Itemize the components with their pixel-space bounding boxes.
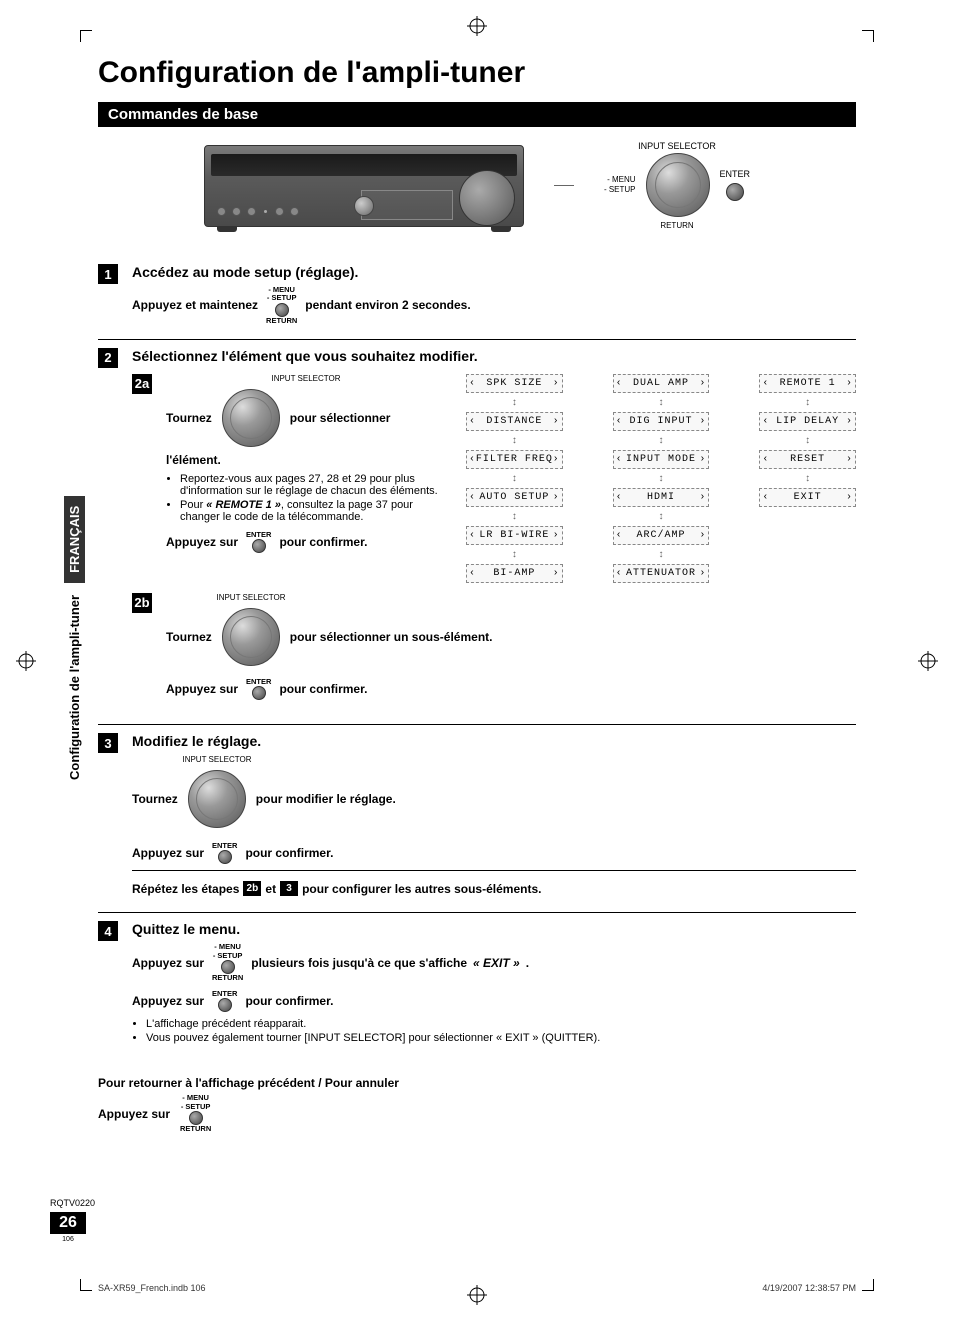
page-title: Configuration de l'ampli-tuner xyxy=(98,56,856,90)
input-selector-label: INPUT SELECTOR xyxy=(216,593,286,602)
setup-button-icon: - MENU- SETUP RETURN xyxy=(180,1094,211,1133)
text: pour confirmer. xyxy=(279,535,367,549)
return-label: RETURN xyxy=(660,221,693,230)
crop-mark xyxy=(80,1279,92,1291)
knob-icon xyxy=(188,770,246,828)
text: pendant environ 2 secondes. xyxy=(305,298,470,312)
hero-diagram: INPUT SELECTOR - MENU - SETUP ENTER RETU… xyxy=(98,141,856,230)
step-number: 2a xyxy=(132,374,152,394)
text: Tournez xyxy=(132,792,178,806)
step-number: 1 xyxy=(98,264,118,284)
input-selector-label: INPUT SELECTOR xyxy=(166,374,446,383)
text: pour confirmer. xyxy=(245,846,333,860)
menu-setup-label: - MENU - SETUP xyxy=(604,175,636,194)
enter-button-icon: ENTER xyxy=(212,990,237,1012)
setup-button-icon: - MENU - SETUP RETURN xyxy=(266,286,297,325)
enter-label: ENTER xyxy=(720,169,751,179)
text: Appuyez sur xyxy=(132,956,204,970)
side-section: Configuration de l'ampli-tuner xyxy=(67,595,82,780)
timestamp: 4/19/2007 12:38:57 PM xyxy=(762,1283,856,1293)
enter-button-icon xyxy=(726,183,744,201)
enter-button-icon: ENTER xyxy=(246,678,271,700)
step-number: 4 xyxy=(98,921,118,941)
text: . xyxy=(526,956,529,970)
knob-icon xyxy=(222,608,280,666)
text: Tournez xyxy=(166,630,212,644)
section-header: Commandes de base xyxy=(98,102,856,127)
text: Appuyez sur xyxy=(166,535,238,549)
page-number: 26 xyxy=(50,1212,86,1234)
step-3: 3 Modifiez le réglage. INPUT SELECTOR To… xyxy=(98,724,856,912)
page-footer: RQTV0220 26 106 xyxy=(50,1198,95,1243)
step-number: 2b xyxy=(132,593,152,613)
text: pour confirmer. xyxy=(279,682,367,696)
text: Tournez xyxy=(166,411,212,425)
knob-icon xyxy=(222,389,280,447)
text: pour sélectionner xyxy=(290,411,391,425)
enter-button-icon: ENTER xyxy=(212,842,237,864)
step-number: 3 xyxy=(98,733,118,753)
text: l'élément. xyxy=(166,453,446,467)
step-title: Modifiez le réglage. xyxy=(132,733,856,749)
crop-mark xyxy=(80,30,92,42)
doc-ref: RQTV0220 xyxy=(50,1198,95,1208)
registration-mark-icon xyxy=(16,651,36,671)
step-title: Sélectionnez l'élément que vous souhaite… xyxy=(132,348,856,364)
crop-mark xyxy=(862,1279,874,1291)
input-selector-label: INPUT SELECTOR xyxy=(638,141,716,151)
step-title: Accédez au mode setup (réglage). xyxy=(132,264,856,280)
step-4: 4 Quittez le menu. Appuyez sur - MENU- S… xyxy=(98,912,856,1062)
menu-flow-diagram: SPK SIZEDUAL AMPREMOTE 1 ↕↕↕ DISTANCEDIG… xyxy=(466,374,856,583)
input-selector-label: INPUT SELECTOR xyxy=(182,755,252,764)
file-name: SA-XR59_French.indb 106 xyxy=(98,1283,206,1293)
text: Appuyez sur xyxy=(132,994,204,1008)
enter-button-icon: ENTER xyxy=(246,531,271,553)
text: Appuyez sur xyxy=(98,1107,170,1121)
registration-mark-icon xyxy=(918,651,938,671)
step-2a: 2a INPUT SELECTOR Tournez pour sélection… xyxy=(132,374,856,583)
text: Appuyez sur xyxy=(166,682,238,696)
side-tab: Configuration de l'ampli-tuner FRANÇAIS xyxy=(64,496,85,780)
text: Appuyez sur xyxy=(132,846,204,860)
repeat-instruction: Répétez les étapes 2b et 3 pour configur… xyxy=(132,881,856,896)
step-number: 2 xyxy=(98,348,118,368)
receiver-illustration xyxy=(204,145,524,227)
text: plusieurs fois jusqu'à ce que s'affiche xyxy=(251,956,467,970)
text: pour sélectionner un sous-élément. xyxy=(290,630,493,644)
input-selector-knob-icon xyxy=(646,153,710,217)
bullet-list: L'affichage précédent réapparait. Vous p… xyxy=(146,1018,856,1044)
sheet-number: 106 xyxy=(50,1236,86,1243)
cancel-title: Pour retourner à l'affichage précédent /… xyxy=(98,1076,856,1090)
registration-mark-icon xyxy=(467,16,487,36)
text: « EXIT » xyxy=(473,956,520,970)
text: pour confirmer. xyxy=(245,994,333,1008)
setup-button-icon: - MENU- SETUP RETURN xyxy=(212,943,243,982)
connector-line xyxy=(554,185,574,186)
step-2: 2 Sélectionnez l'élément que vous souhai… xyxy=(98,339,856,724)
side-language: FRANÇAIS xyxy=(64,496,85,583)
print-footer: SA-XR59_French.indb 106 4/19/2007 12:38:… xyxy=(98,1283,856,1293)
cancel-block: Pour retourner à l'affichage précédent /… xyxy=(98,1076,856,1133)
step-1: 1 Accédez au mode setup (réglage). Appuy… xyxy=(98,256,856,339)
step-2b: 2b INPUT SELECTOR Tournez pour sélection… xyxy=(132,593,856,704)
crop-mark xyxy=(862,30,874,42)
text: pour modifier le réglage. xyxy=(256,792,396,806)
text: Appuyez et maintenez xyxy=(132,298,258,312)
step-title: Quittez le menu. xyxy=(132,921,856,937)
bullet-list: Reportez-vous aux pages 27, 28 et 29 pou… xyxy=(180,473,446,523)
